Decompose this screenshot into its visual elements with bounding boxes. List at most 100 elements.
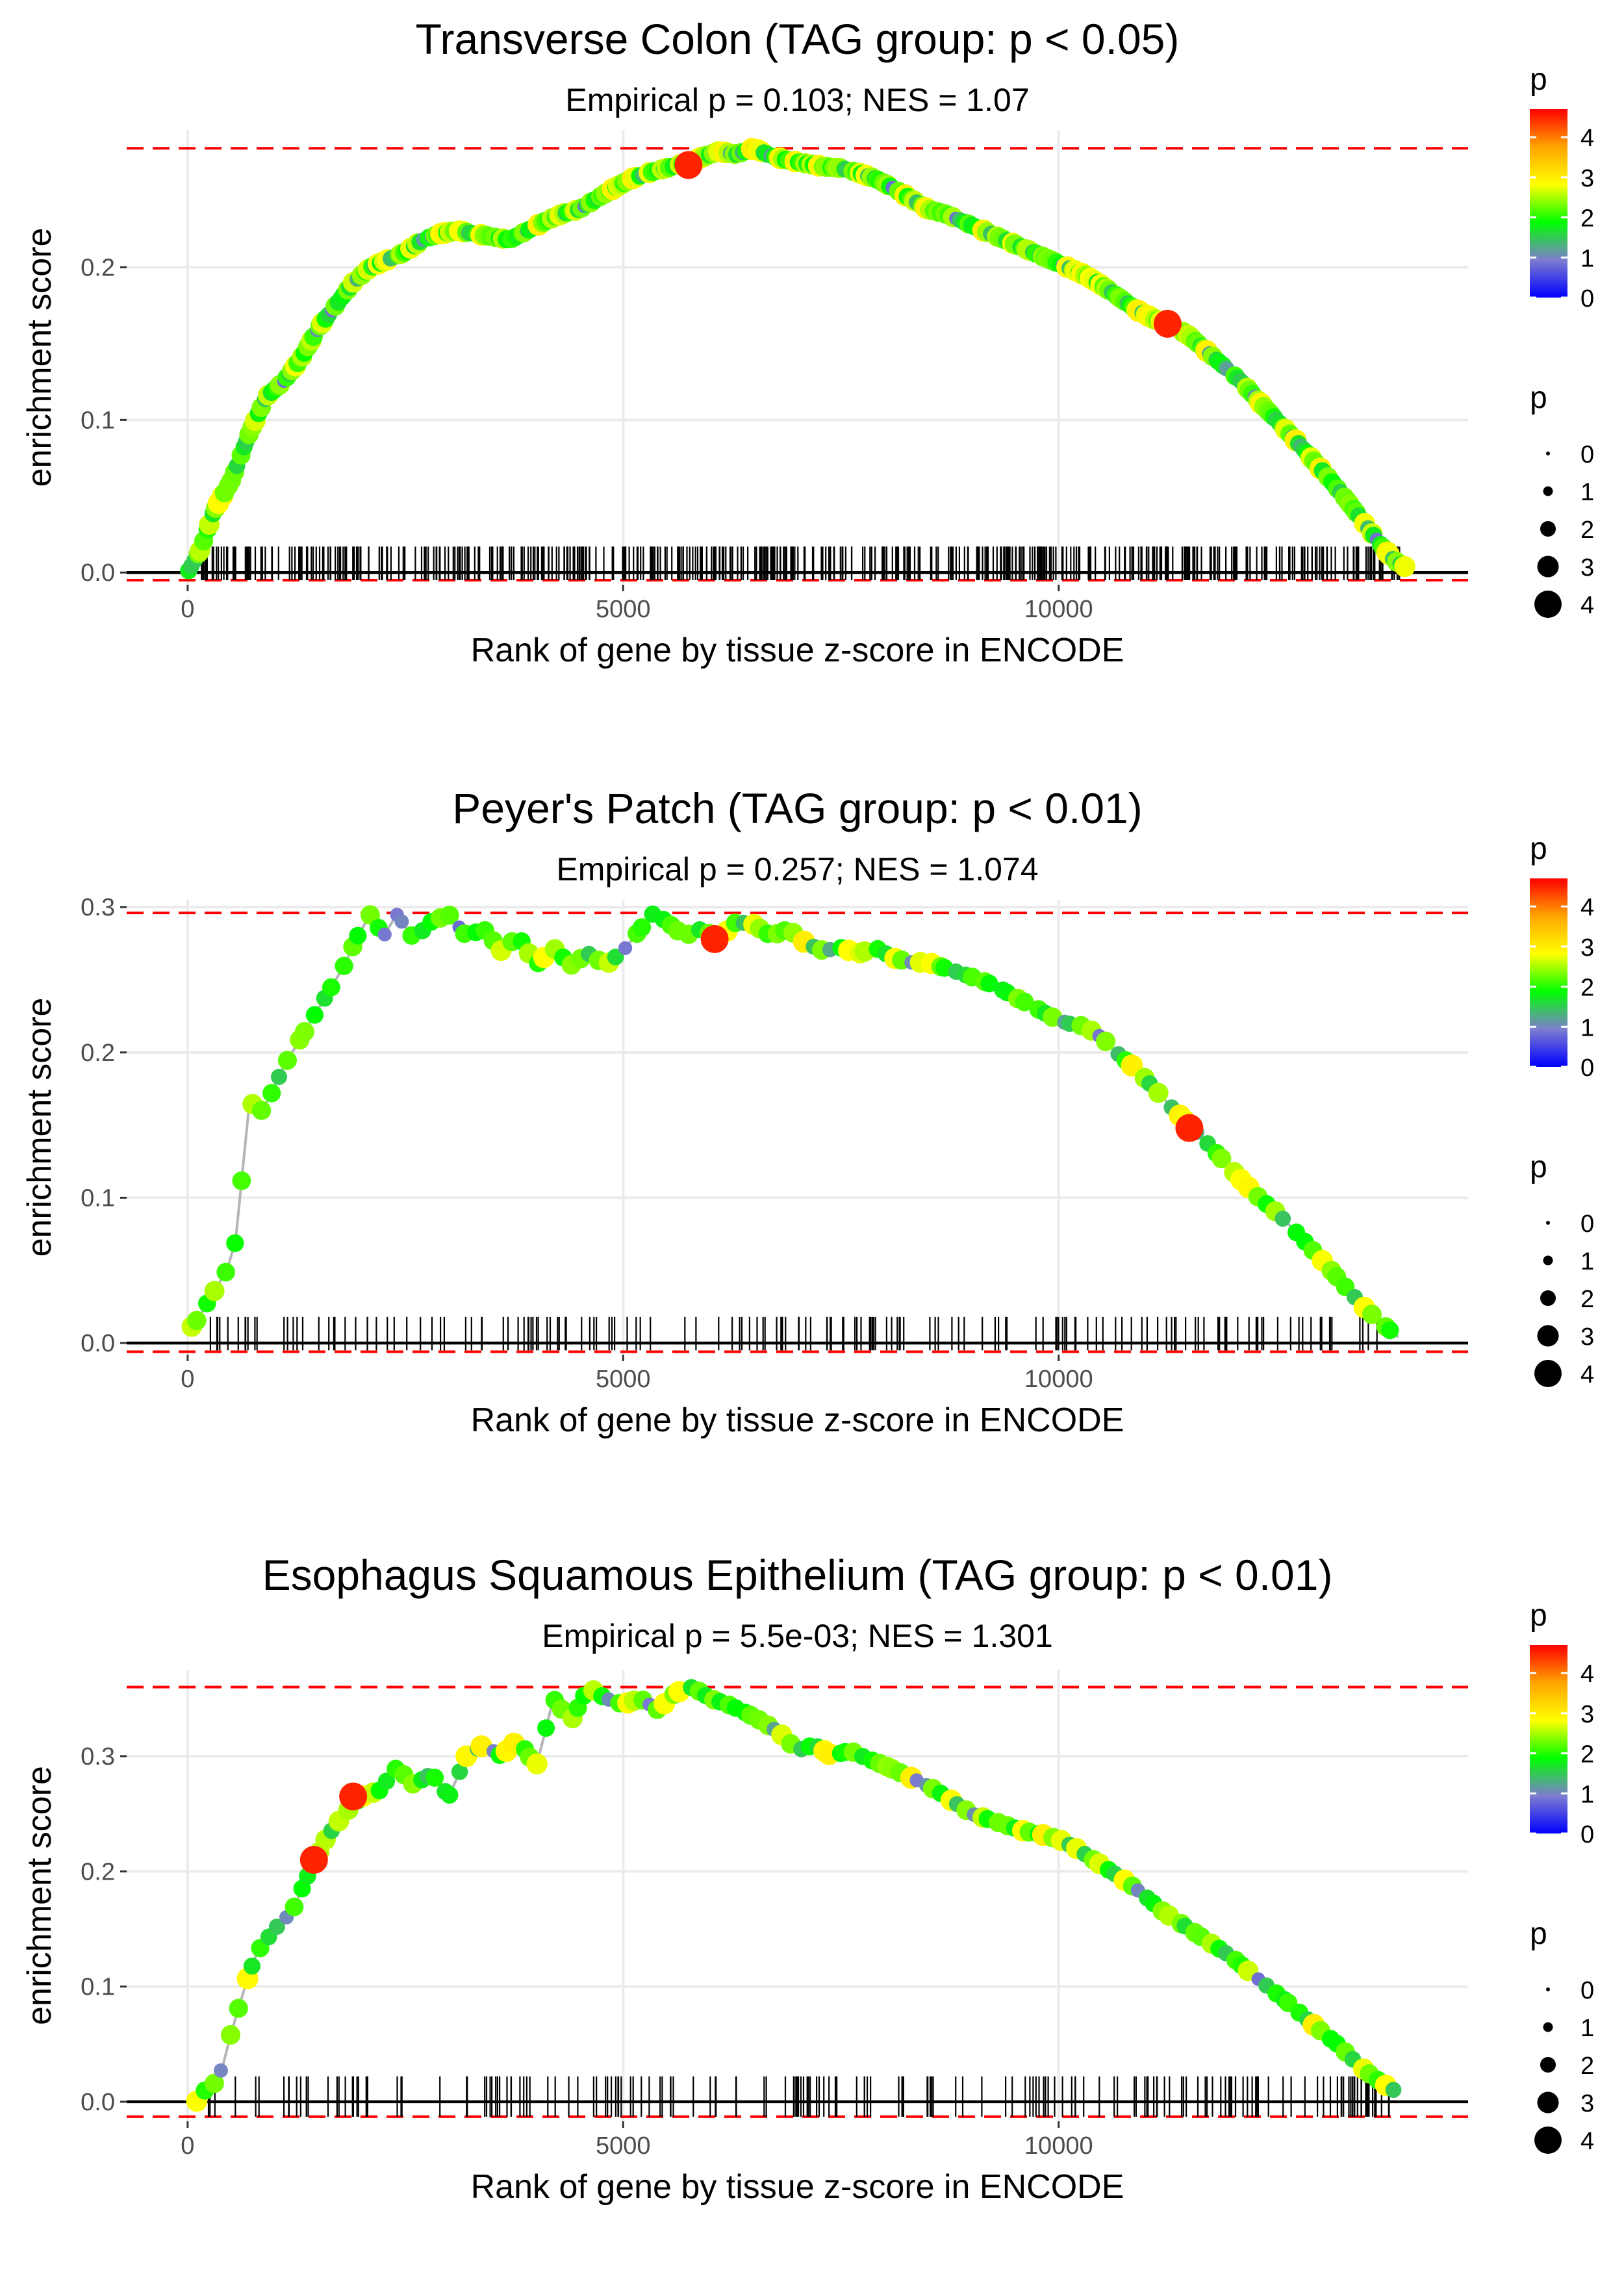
color-legend-title: p <box>1530 832 1547 866</box>
panel-1: Transverse Colon (TAG group: p < 0.05) Em… <box>21 15 1594 669</box>
y-axis-title: enrichment score <box>21 228 58 487</box>
color-bar <box>1530 1645 1567 1833</box>
es-point <box>226 1234 244 1253</box>
es-point <box>268 1919 285 1935</box>
size-legend-title: p <box>1530 381 1547 415</box>
size-legend-label: 3 <box>1580 1323 1594 1351</box>
color-bar-label: 4 <box>1580 125 1594 152</box>
es-point <box>243 1958 260 1975</box>
y-tick-label: 0.1 <box>81 1974 115 2001</box>
y-tick-label: 0.0 <box>81 559 115 587</box>
size-legend-label: 1 <box>1580 2015 1594 2042</box>
y-tick-label: 0.1 <box>81 407 115 434</box>
es-point <box>285 1897 304 1917</box>
es-point <box>216 1262 235 1282</box>
y-tick-label: 0.0 <box>81 1330 115 1357</box>
chart-subtitle: Empirical p = 0.257; NES = 1.074 <box>556 851 1038 888</box>
rank-ticks <box>207 2076 1390 2117</box>
es-point <box>377 1772 396 1790</box>
x-tick-label: 5000 <box>596 2132 651 2160</box>
es-points <box>181 905 1399 1340</box>
x-tick-label: 10000 <box>1024 596 1093 623</box>
rank-ticks <box>201 546 1401 580</box>
es-point <box>377 927 392 942</box>
rank-ticks <box>209 1316 1378 1351</box>
es-point-highlight <box>1175 1114 1204 1142</box>
chart-title: Esophagus Squamous Epithelium (TAG group… <box>262 1551 1333 1599</box>
es-point <box>440 1786 459 1804</box>
x-tick-label: 5000 <box>596 596 651 623</box>
color-legend-title: p <box>1530 62 1547 97</box>
es-point <box>262 1084 281 1103</box>
size-legend-label: 0 <box>1580 1977 1594 2004</box>
es-point <box>633 918 652 937</box>
size-legend-label: 2 <box>1580 517 1594 544</box>
legend-2: p 4 3 2 1 0 p 0 1 2 3 4 <box>1530 832 1594 1388</box>
y-axis-title: enrichment score <box>21 998 58 1257</box>
es-point-highlight <box>674 151 703 179</box>
color-bar-label: 3 <box>1580 934 1594 962</box>
es-point <box>335 956 353 975</box>
es-point <box>526 1753 548 1775</box>
size-legend-label: 3 <box>1580 554 1594 581</box>
es-points <box>186 1679 1402 2112</box>
es-point <box>1121 1054 1143 1077</box>
x-axis-title: Rank of gene by tissue z-score in ENCODE <box>471 632 1124 669</box>
es-point <box>251 1101 272 1120</box>
es-point <box>294 1022 314 1041</box>
chart-title: Peyer's Patch (TAG group: p < 0.01) <box>452 784 1142 832</box>
y-tick-label: 0.2 <box>81 1858 115 1885</box>
color-bar-label: 0 <box>1580 1821 1594 1848</box>
chart-subtitle: Empirical p = 5.5e-03; NES = 1.301 <box>542 1618 1053 1654</box>
es-point <box>271 1069 287 1085</box>
es-point <box>322 978 340 997</box>
es-point <box>349 926 367 945</box>
es-point <box>607 949 624 965</box>
es-point <box>220 2025 241 2045</box>
x-tick-label: 5000 <box>596 1366 651 1393</box>
es-point <box>1212 1149 1232 1169</box>
chart-subtitle: Empirical p = 0.103; NES = 1.07 <box>565 82 1029 118</box>
chart-title: Transverse Colon (TAG group: p < 0.05) <box>416 15 1180 63</box>
color-bar-label: 2 <box>1580 1741 1594 1769</box>
size-legend-dot <box>1546 1221 1550 1225</box>
es-point-highlight <box>299 1846 328 1874</box>
legend-3: p 4 3 2 1 0 p 0 1 2 3 4 <box>1530 1598 1594 2155</box>
size-legend-title: p <box>1530 1917 1547 1951</box>
es-point <box>1394 556 1415 578</box>
size-legend-dot <box>1540 2057 1556 2073</box>
size-legend-dot <box>1540 1290 1556 1306</box>
color-bar-label: 2 <box>1580 975 1594 1002</box>
size-legend-dot <box>1537 556 1559 578</box>
es-point <box>1015 992 1034 1012</box>
color-bar <box>1530 109 1567 298</box>
panel-2: Peyer's Patch (TAG group: p < 0.01) Empir… <box>21 784 1594 1439</box>
x-tick-label: 0 <box>181 1366 194 1393</box>
color-bar-label: 0 <box>1580 1054 1594 1082</box>
es-point-highlight <box>339 1782 368 1811</box>
panel-3: Esophagus Squamous Epithelium (TAG group… <box>21 1551 1594 2206</box>
es-point-highlight <box>700 925 729 953</box>
x-tick-label: 10000 <box>1024 1366 1093 1393</box>
color-bar-label: 0 <box>1580 285 1594 313</box>
color-bar-label: 1 <box>1580 1014 1594 1041</box>
size-legend-title: p <box>1530 1150 1547 1184</box>
x-tick-label: 0 <box>181 596 194 623</box>
es-point <box>213 2063 228 2078</box>
x-axis-title: Rank of gene by tissue z-score in ENCODE <box>471 1401 1124 1439</box>
legend-1: p 4 3 2 1 0 p 0 1 2 3 4 <box>1530 62 1594 619</box>
x-tick-label: 10000 <box>1024 2132 1093 2160</box>
size-legend-label: 3 <box>1580 2090 1594 2117</box>
es-point <box>440 906 459 925</box>
y-tick-label: 0.3 <box>81 894 115 921</box>
size-legend-label: 0 <box>1580 441 1594 468</box>
size-legend-dot <box>1543 486 1553 496</box>
size-legend-dot <box>1546 452 1550 455</box>
es-point <box>1096 1031 1116 1051</box>
es-point <box>537 1719 555 1737</box>
size-legend-label: 1 <box>1580 1248 1594 1275</box>
size-legend-label: 2 <box>1580 2052 1594 2080</box>
es-point <box>425 1769 444 1787</box>
size-legend-dot <box>1537 1325 1559 1347</box>
